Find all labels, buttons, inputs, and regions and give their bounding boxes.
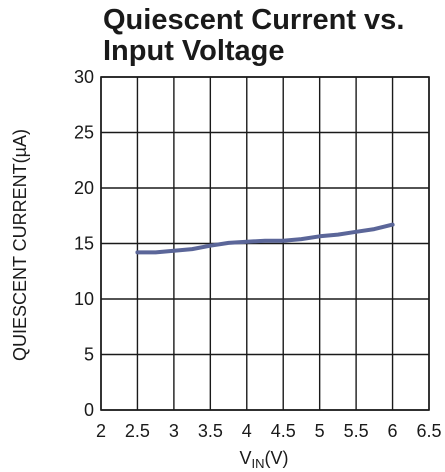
x-tick-label: 2 <box>96 421 106 441</box>
y-axis-label: QUIESCENT CURRENT(µA) <box>10 129 30 361</box>
x-axis-label-unit: (V) <box>265 448 289 468</box>
grid <box>100 76 430 411</box>
x-axis-label: VIN(V) <box>239 448 288 471</box>
x-axis-label-subscript: IN <box>252 456 265 471</box>
x-tick-label: 2.5 <box>125 421 150 441</box>
x-tick-label: 3 <box>169 421 179 441</box>
x-tick-label: 5.5 <box>344 421 369 441</box>
y-tick-label: 25 <box>74 123 94 143</box>
y-tick-label: 30 <box>74 67 94 87</box>
y-tick-label: 5 <box>84 345 94 365</box>
series-layer <box>135 222 395 255</box>
y-tick-label: 0 <box>84 400 94 420</box>
chart-title-line-2: Input Voltage <box>103 35 285 67</box>
y-tick-label: 10 <box>74 289 94 309</box>
x-tick-label: 6.5 <box>416 421 441 441</box>
plot-frame <box>100 76 430 411</box>
x-tick-label: 4 <box>242 421 252 441</box>
series-line-0 <box>135 222 395 255</box>
y-tick-label: 15 <box>74 234 94 254</box>
x-axis-label-main: V <box>239 448 251 468</box>
x-tick-labels: 2 2.5 3 3.5 4 4.5 5 5.5 6 6.5 <box>96 421 442 441</box>
x-tick-label: 6 <box>388 421 398 441</box>
x-tick-label: 4.5 <box>271 421 296 441</box>
x-tick-label: 3.5 <box>198 421 223 441</box>
chart-title-line-1: Quiescent Current vs. <box>103 4 404 36</box>
x-tick-label: 5 <box>315 421 325 441</box>
y-tick-labels: 0 5 10 15 20 25 30 <box>74 67 94 420</box>
y-tick-label: 20 <box>74 178 94 198</box>
